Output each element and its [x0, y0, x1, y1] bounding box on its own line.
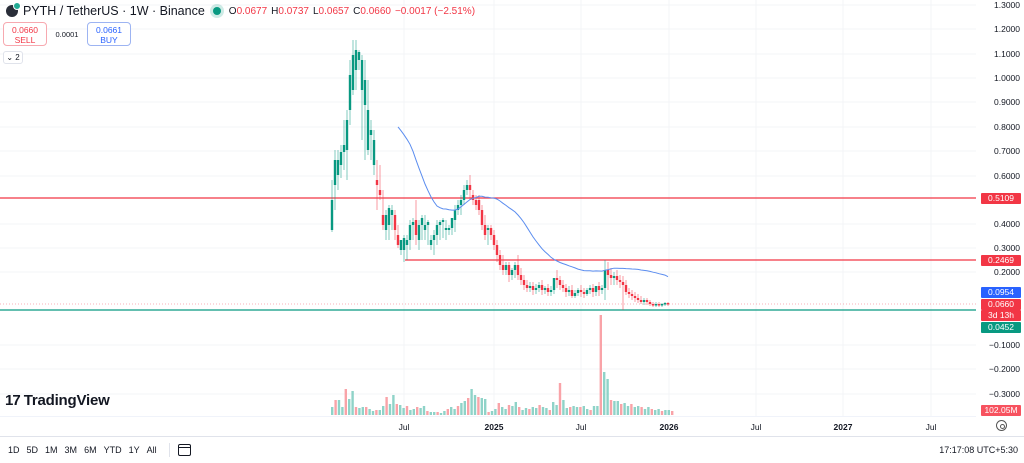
moving-average-line: [397, 126, 669, 278]
price-tick: 0.2000: [994, 267, 1020, 277]
price-badge: 102.05M: [981, 404, 1021, 416]
tradingview-wordmark: TradingView: [23, 392, 110, 409]
indicators-toggle-button[interactable]: ⌄ 2: [3, 51, 23, 64]
tradingview-mark-icon: 17: [5, 392, 21, 409]
price-tick: 1.0000: [994, 73, 1020, 83]
sell-price: 0.0660: [12, 25, 38, 35]
spread-value: 0.0001: [55, 29, 79, 39]
ohlc-low: L0.0657: [312, 5, 350, 17]
go-to-date-calendar-icon[interactable]: [177, 444, 191, 456]
buy-label: BUY: [100, 35, 118, 45]
time-axis[interactable]: Jul 2025 Jul 2026 Jul 2027 Jul: [0, 416, 976, 436]
ohlc-close: C0.0660: [353, 5, 391, 17]
price-tick: 0.7000: [994, 146, 1020, 156]
range-1m[interactable]: 1M: [45, 445, 58, 455]
pyth-logo-icon: [6, 2, 21, 17]
price-tick: 0.9000: [994, 97, 1020, 107]
buy-button[interactable]: 0.0661 BUY: [87, 22, 131, 46]
time-tick: 2026: [659, 422, 679, 432]
price-badge: 0.5109: [981, 192, 1021, 204]
price-badge: 0.0452: [981, 321, 1021, 333]
price-tick: 0.3000: [994, 243, 1020, 253]
utc-clock[interactable]: 17:17:08 UTC+5:30: [939, 445, 1018, 455]
price-tick: 1.1000: [994, 49, 1020, 59]
price-tick: −0.2000: [989, 364, 1020, 374]
time-tick: Jul: [575, 422, 587, 432]
range-all[interactable]: All: [146, 445, 157, 455]
ohlc-change: −0.0017 (−2.51%): [394, 5, 476, 17]
time-tick: Jul: [750, 422, 762, 432]
trade-buttons: 0.0660 SELL 0.0001 0.0661 BUY: [3, 22, 131, 46]
price-tick: −0.3000: [989, 389, 1020, 399]
price-badge: 0.0954: [981, 286, 1021, 298]
toolbar-divider: [168, 443, 170, 457]
range-ytd[interactable]: YTD: [103, 445, 122, 455]
time-tick: Jul: [925, 422, 937, 432]
ohlc-high: H0.0737: [271, 5, 309, 17]
range-1d[interactable]: 1D: [8, 445, 20, 455]
sell-label: SELL: [14, 35, 36, 45]
bottom-toolbar: 1D 5D 1M 3M 6M YTD 1Y All 17:17:08 UTC+5…: [0, 436, 1024, 463]
symbol-legend: PYTH / TetherUS · 1W · Binance O0.0677 H…: [6, 2, 479, 19]
symbol-title[interactable]: PYTH / TetherUS · 1W · Binance: [23, 4, 205, 18]
price-tick: −0.1000: [989, 340, 1020, 350]
price-tick: 1.2000: [994, 24, 1020, 34]
time-tick: 2027: [833, 422, 853, 432]
candlestick-chart[interactable]: [0, 0, 976, 416]
price-tick: 0.8000: [994, 122, 1020, 132]
sell-button[interactable]: 0.0660 SELL: [3, 22, 47, 46]
chart-settings-gear-icon[interactable]: [996, 420, 1007, 431]
ohlc-open: O0.0677: [228, 5, 268, 17]
tradingview-logo[interactable]: 17 TradingView: [5, 392, 110, 409]
price-tick: 0.4000: [994, 219, 1020, 229]
range-5d[interactable]: 5D: [26, 445, 39, 455]
market-open-icon: [212, 7, 221, 15]
chart-pane[interactable]: [0, 0, 976, 436]
price-badge: 3d 13h: [981, 309, 1021, 321]
buy-price: 0.0661: [96, 25, 122, 35]
range-6m[interactable]: 6M: [84, 445, 97, 455]
range-3m[interactable]: 3M: [64, 445, 78, 455]
time-tick: 2025: [484, 422, 504, 432]
price-tick: 0.6000: [994, 171, 1020, 181]
price-axis[interactable]: 1.3000 1.2000 1.1000 1.0000 0.9000 0.8000 0.70…: [976, 0, 1024, 416]
price-tick: 1.3000: [994, 0, 1020, 10]
range-1y[interactable]: 1Y: [128, 445, 140, 455]
price-badge: 0.0660: [981, 298, 1021, 310]
price-badge: 0.2469: [981, 254, 1021, 266]
time-tick: Jul: [398, 422, 410, 432]
